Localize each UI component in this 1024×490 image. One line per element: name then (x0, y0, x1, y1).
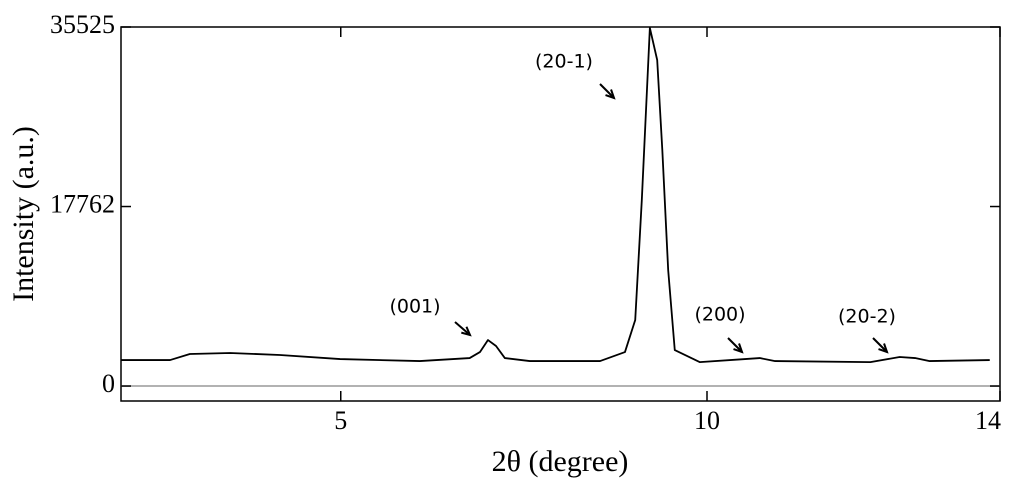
x-tick-label: 14 (975, 406, 1001, 435)
annotation: (200) (694, 304, 745, 326)
annotation: (20-1) (535, 51, 593, 73)
x-tick-label: 10 (694, 406, 720, 435)
data-line (121, 27, 990, 363)
x-tick-label: 5 (334, 406, 347, 435)
y-axis-label: Intensity (a.u.) (7, 126, 40, 302)
annotation-arrow (454, 321, 471, 336)
annotation: (20-2) (838, 306, 896, 328)
annotation: (001) (389, 296, 440, 318)
annotation-arrow (872, 337, 888, 353)
annotation-arrowhead (605, 89, 616, 100)
y-tick-label: 35525 (50, 10, 115, 39)
plot-frame (120, 26, 1001, 402)
annotation-arrowhead (878, 343, 889, 354)
y-tick-label: 17762 (50, 189, 115, 218)
annotation-arrowhead (461, 326, 472, 337)
x-axis-label: 2θ (degree) (492, 445, 629, 478)
annotation-arrow (727, 337, 743, 353)
annotation-arrow (599, 83, 615, 99)
y-tick-label: 0 (102, 369, 115, 398)
annotation-arrowhead (733, 343, 744, 354)
